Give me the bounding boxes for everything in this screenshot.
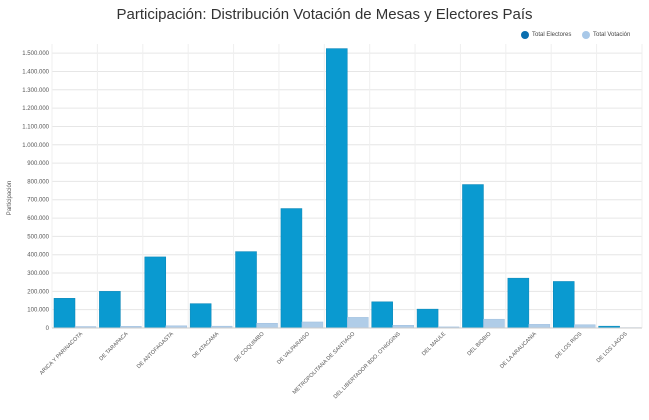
bars <box>53 48 641 329</box>
legend-label-total-electores: Total Electores <box>532 32 572 38</box>
bar-total-electores <box>326 48 348 329</box>
bar-total-votacion <box>256 322 278 329</box>
y-tick-label: 1.500.000 <box>22 51 49 57</box>
y-tick-label: 800.000 <box>27 179 49 185</box>
bar-total-electores <box>144 256 167 329</box>
x-tick-label: DE TARAPACA <box>98 331 129 362</box>
y-tick-label: 700.000 <box>27 198 49 204</box>
y-tick-label: 1.300.000 <box>22 88 49 94</box>
y-tick-label: 300.000 <box>27 271 49 277</box>
bar-total-electores <box>462 184 484 329</box>
legend-item-total-electores[interactable]: Total Electores <box>521 31 571 39</box>
bar-total-electores <box>507 277 530 329</box>
bar-total-votacion <box>301 321 324 329</box>
bar-total-electores <box>53 298 76 329</box>
bar-total-electores <box>99 291 121 329</box>
legend-label-total-votacion: Total Votación <box>593 32 631 38</box>
y-axis-ticks: 0 100.000 200.000 300.000 400.000 500.000 600.… <box>22 51 49 332</box>
legend-marker-total-electores <box>521 31 529 39</box>
y-tick-label: 1.200.000 <box>22 106 49 112</box>
bar-total-votacion <box>483 318 505 329</box>
x-tick-label: DEL MAULE <box>421 331 447 357</box>
bar-total-votacion <box>347 317 369 329</box>
legend-item-total-votacion[interactable]: Total Votación <box>582 31 630 39</box>
y-tick-label: 1.400.000 <box>22 69 49 75</box>
x-tick-label: DE LA ARAUCANIA <box>499 331 538 370</box>
y-tick-label: 100.000 <box>27 308 49 314</box>
y-tick-label: 200.000 <box>27 289 49 295</box>
x-tick-label: DE VALPARAISO <box>276 331 311 366</box>
y-tick-label: 1.000.000 <box>22 143 49 149</box>
x-tick-label: ARICA Y PARINACOTA <box>39 331 84 376</box>
y-tick-label: 1.100.000 <box>22 124 49 130</box>
y-tick-label: 900.000 <box>27 161 49 167</box>
bar-total-electores <box>371 301 393 329</box>
legend-marker-total-votacion <box>582 31 590 39</box>
x-tick-label: DE LOS LAGOS <box>596 331 629 364</box>
x-tick-label: DE COQUIMBO <box>233 331 266 364</box>
bar-total-electores <box>235 251 257 329</box>
bar-total-electores <box>280 208 303 329</box>
bar-total-electores <box>416 308 439 329</box>
y-tick-label: 500.000 <box>27 234 49 240</box>
bar-total-electores <box>552 281 575 329</box>
y-tick-label: 400.000 <box>27 253 49 259</box>
y-tick-label: 0 <box>46 326 50 332</box>
x-tick-label: DE ATACAMA <box>192 331 221 360</box>
bar-total-votacion <box>528 324 551 329</box>
x-axis-ticks: ARICA Y PARINACOTA DE TARAPACA DE ANTOFAGA… <box>39 331 629 401</box>
y-tick-label: 600.000 <box>27 216 49 222</box>
bar-total-electores <box>189 303 212 329</box>
chart-title: Participación: Distribución Votación de … <box>116 6 533 23</box>
x-tick-label: DE ANTOFAGASTA <box>136 331 175 370</box>
x-tick-label: DEL BIOBIO <box>466 331 493 358</box>
x-tick-label: DE LOS RIOS <box>554 331 583 360</box>
